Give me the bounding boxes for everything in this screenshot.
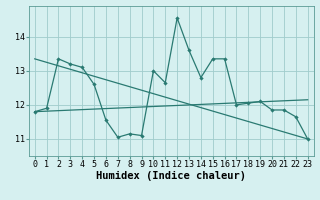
X-axis label: Humidex (Indice chaleur): Humidex (Indice chaleur) xyxy=(96,171,246,181)
